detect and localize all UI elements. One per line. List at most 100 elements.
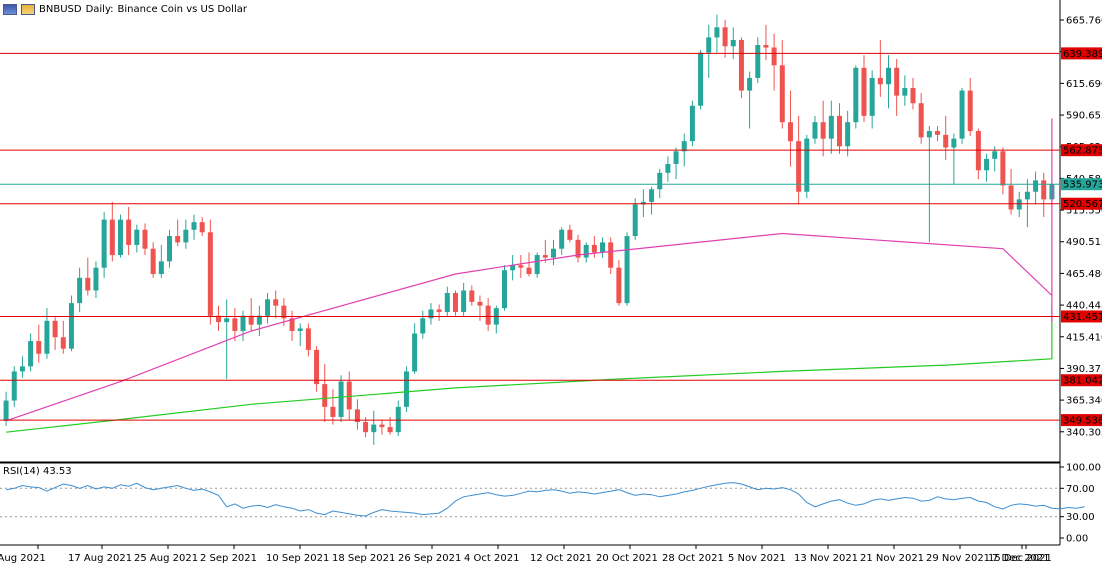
candle-body [68, 303, 74, 349]
candle-body [763, 45, 769, 48]
candle-body [567, 229, 573, 240]
level-price-tag [1061, 144, 1102, 157]
level-price-label: 349.536 [1063, 416, 1102, 427]
candle-body [501, 270, 507, 309]
candle-body [738, 39, 744, 91]
candle-body [322, 384, 328, 407]
candle-body [665, 163, 671, 173]
rsi-line [6, 482, 1085, 517]
candle-body [126, 219, 132, 245]
candle-body [836, 115, 842, 147]
candle-body [485, 305, 491, 325]
x-tick-label: 4 Oct 2021 [464, 553, 519, 564]
candle-body [894, 67, 900, 96]
candle-body [714, 27, 720, 38]
level-price-tag [1061, 374, 1102, 387]
candle-body [632, 204, 638, 237]
candle-body [444, 292, 450, 312]
rsi-tick-label: 70.00 [1066, 484, 1095, 495]
y-tick-label: 390.375 [1066, 364, 1102, 375]
candle-body [297, 328, 303, 331]
candle-body [657, 172, 663, 190]
candle-body [706, 37, 712, 53]
candle-body [256, 315, 262, 325]
candle-body [109, 219, 115, 256]
candle-body [1033, 180, 1039, 192]
rsi-tick-label: 30.00 [1066, 512, 1095, 523]
candle-body [183, 229, 189, 243]
x-tick-label: 25 Aug 2021 [134, 553, 198, 564]
candle-body [11, 371, 17, 401]
candle-body [853, 67, 859, 123]
candle-body [387, 427, 393, 433]
candle-body [722, 27, 728, 47]
candle-body [877, 77, 883, 85]
y-tick-label: 515.550 [1066, 206, 1102, 217]
level-price-label: 639.389 [1063, 49, 1102, 60]
rsi-tick-label: 100.00 [1066, 463, 1101, 474]
x-tick-label: 10 Sep 2021 [266, 553, 329, 564]
candle-body [812, 122, 818, 139]
candle-body [207, 232, 213, 316]
x-tick-label: 28 Oct 2021 [662, 553, 724, 564]
candle-body [1041, 180, 1047, 200]
candle-body [101, 219, 107, 268]
x-tick-label: 9 Aug 2021 [0, 553, 46, 564]
candle-body [166, 236, 172, 262]
candle-body [967, 90, 973, 132]
candle-body [477, 301, 483, 306]
level-price-tag [1061, 47, 1102, 60]
x-tick-label: 7 Dec 2021 [992, 553, 1050, 564]
candle-body [289, 318, 295, 331]
level-price-label: 562.875 [1063, 146, 1102, 157]
candle-body [346, 381, 352, 410]
candle-body [1000, 151, 1006, 186]
candle-body [600, 242, 606, 253]
candle-body [542, 255, 548, 258]
candle-body [1008, 185, 1014, 210]
candle-body [371, 424, 377, 433]
candle-body [379, 424, 385, 428]
current-price-label: 535.973 [1063, 180, 1102, 191]
x-tick-label: 20 Oct 2021 [596, 553, 658, 564]
candle-body [747, 77, 753, 91]
x-tick-label: 12 Oct 2021 [530, 553, 592, 564]
candle-body [330, 406, 336, 417]
candle-body [886, 67, 892, 85]
candle-body [314, 349, 320, 385]
candle-body [804, 138, 810, 192]
candle-body [265, 299, 271, 316]
x-tick-label: 15 Dec 2021 [988, 553, 1052, 564]
y-tick-label: 590.655 [1066, 111, 1102, 122]
candle-body [828, 115, 834, 139]
candle-body [681, 141, 687, 152]
candle-body [796, 141, 802, 192]
x-tick-label: 5 Nov 2021 [728, 553, 786, 564]
candle-body [85, 277, 91, 291]
candle-body [926, 131, 932, 138]
candle-body [142, 229, 148, 249]
candle-body [1016, 199, 1022, 210]
y-tick-label: 615.690 [1066, 79, 1102, 90]
level-price-tag [1061, 414, 1102, 427]
x-tick-label: 13 Nov 2021 [794, 553, 858, 564]
candle-body [420, 318, 426, 334]
candle-body [608, 242, 614, 268]
candle-body [134, 229, 140, 245]
level-price-label: 381.042 [1063, 376, 1102, 387]
x-tick-label: 29 Nov 2021 [926, 553, 990, 564]
y-tick-label: 465.480 [1066, 269, 1102, 280]
candle-body [845, 122, 851, 147]
candle-body [910, 88, 916, 104]
candle-body [935, 131, 941, 135]
level-price-label: 520.567 [1063, 199, 1102, 210]
candle-body [248, 315, 254, 325]
candle-body [240, 315, 246, 331]
candle-body [281, 305, 287, 319]
candle-body [216, 315, 222, 323]
candle-body [510, 265, 516, 271]
candle-body [191, 222, 197, 230]
x-tick-label: 2 Sep 2021 [200, 553, 257, 564]
